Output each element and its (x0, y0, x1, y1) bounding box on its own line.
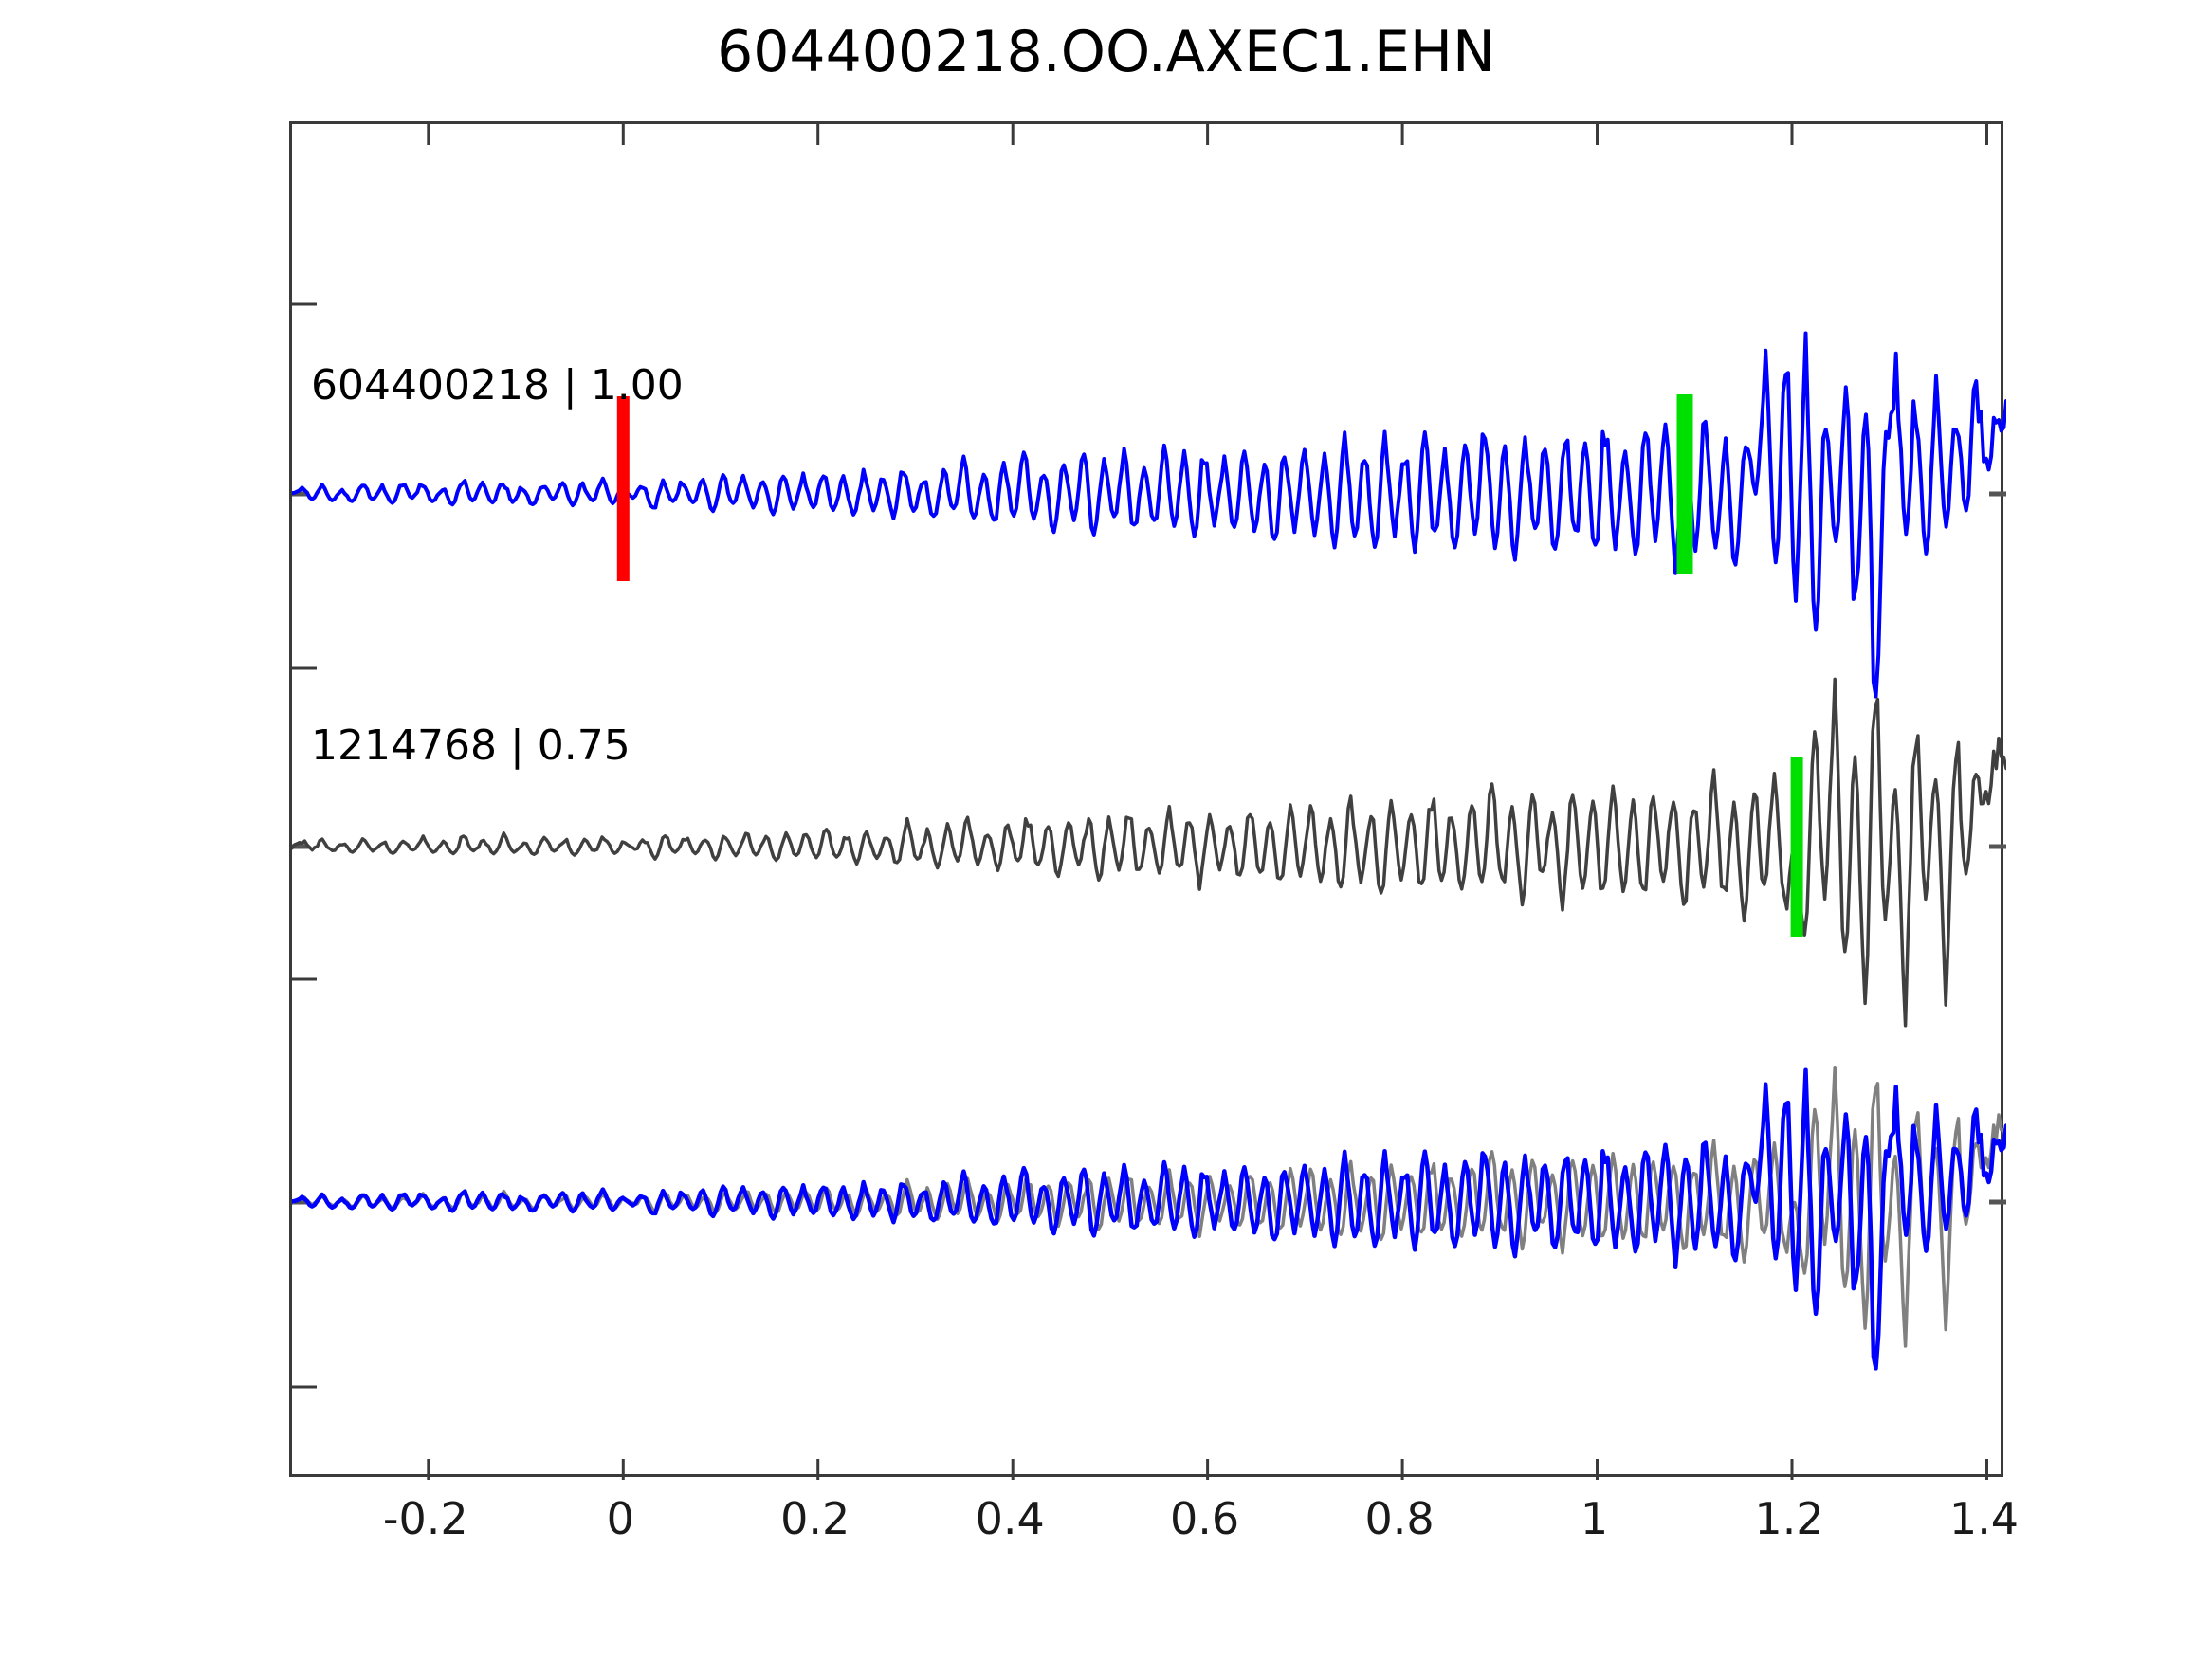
pick-markers (616, 394, 1803, 937)
trace-lines (292, 331, 2006, 1371)
trace-line-match (292, 677, 2006, 1028)
x-tick-label: 0.8 (1364, 1493, 1435, 1544)
x-tick-label: 0.2 (780, 1493, 850, 1544)
x-axis-tick-labels: -0.2 0 0.2 0.4 0.6 0.8 1 1.2 1.4 (289, 1493, 2019, 1559)
trace-line-overlay-template (292, 1067, 2006, 1371)
marker-pick-red (616, 396, 630, 581)
x-tick-label: 0 (606, 1493, 634, 1544)
x-tick-label: 1.2 (1754, 1493, 1824, 1544)
x-tick-label: 1.4 (1948, 1493, 2020, 1544)
trace-label-template: 604400218 | 1.00 (311, 361, 684, 410)
trace-label-match: 1214768 | 0.75 (311, 721, 631, 770)
x-tick-label: 1 (1580, 1493, 1609, 1544)
plot-area: 604400218 | 1.00 1214768 | 0.75 (289, 121, 2006, 1480)
marker-detect-green-match (1790, 757, 1803, 937)
trace-line-template (292, 331, 2006, 699)
marker-detect-green-template (1676, 394, 1693, 574)
x-tick-label: 0.4 (975, 1493, 1045, 1544)
page-title: 604400218.OO.AXEC1.EHN (717, 19, 1495, 85)
x-axis-ticks (427, 124, 1988, 1480)
waveform-canvas (292, 124, 2006, 1480)
x-tick-label: -0.2 (382, 1493, 468, 1544)
x-tick-label: 0.6 (1170, 1493, 1240, 1544)
